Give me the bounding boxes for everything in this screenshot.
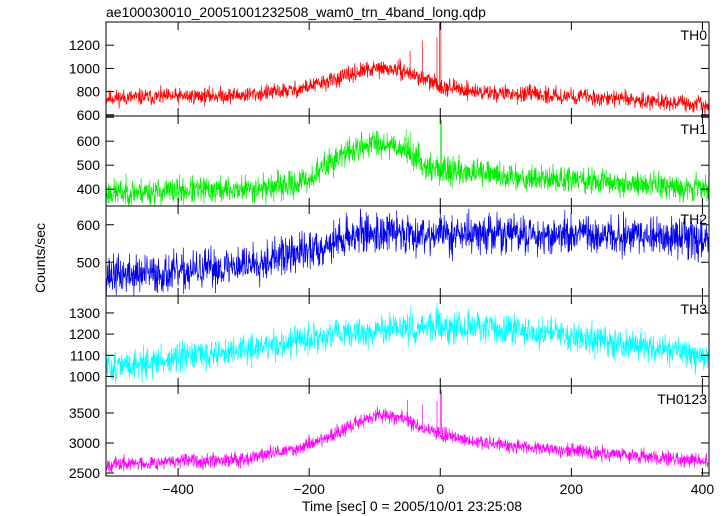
x-tick-label: 200 [560, 481, 584, 497]
y-tick-label: 800 [77, 84, 101, 100]
x-axis-label: Time [sec] 0 = 2005/10/01 23:25:08 [302, 498, 522, 514]
y-tick-label: 600 [77, 217, 101, 233]
panel-label-th0123: TH0123 [657, 391, 707, 407]
series-line-th3 [106, 302, 709, 384]
x-tick-label: −400 [162, 481, 194, 497]
panel-frame-th0123 [105, 385, 710, 477]
y-tick-label: 1200 [69, 37, 100, 53]
y-axis-label: Counts/sec [32, 223, 48, 293]
series-line-th2 [106, 207, 709, 296]
series-line-th0123 [106, 387, 709, 473]
panel-label-th1: TH1 [681, 121, 708, 137]
y-tick-label: 1000 [69, 368, 100, 384]
x-tick-label: 400 [691, 481, 715, 497]
y-tick-label: 2500 [69, 465, 100, 481]
chart-title: ae100030010_20051001232508_wam0_trn_4ban… [106, 4, 486, 20]
panel-label-th0: TH0 [681, 27, 708, 43]
y-tick-label: 3000 [69, 435, 100, 451]
x-tick-label: −200 [293, 481, 325, 497]
y-tick-label: 1000 [69, 60, 100, 76]
y-tick-label: 1100 [70, 347, 100, 363]
series-line-th1 [106, 116, 709, 206]
y-tick-label: 500 [77, 157, 101, 173]
y-tick-label: 600 [77, 133, 101, 149]
y-tick-label: 1200 [69, 326, 100, 342]
panel-label-th2: TH2 [681, 211, 708, 227]
y-tick-label: 400 [77, 181, 101, 197]
panels-group: 600 800 1000 1200 TH0 400 500 600 TH1 500 600 TH2 10… [69, 21, 715, 497]
y-tick-label: 3500 [69, 405, 100, 421]
y-tick-label: 1300 [69, 305, 100, 321]
x-tick-label: 0 [436, 481, 444, 497]
series-line-th0 [106, 22, 709, 116]
panel-label-th3: TH3 [681, 301, 708, 317]
y-tick-label: 500 [77, 254, 101, 270]
y-tick-label: 600 [77, 107, 101, 123]
